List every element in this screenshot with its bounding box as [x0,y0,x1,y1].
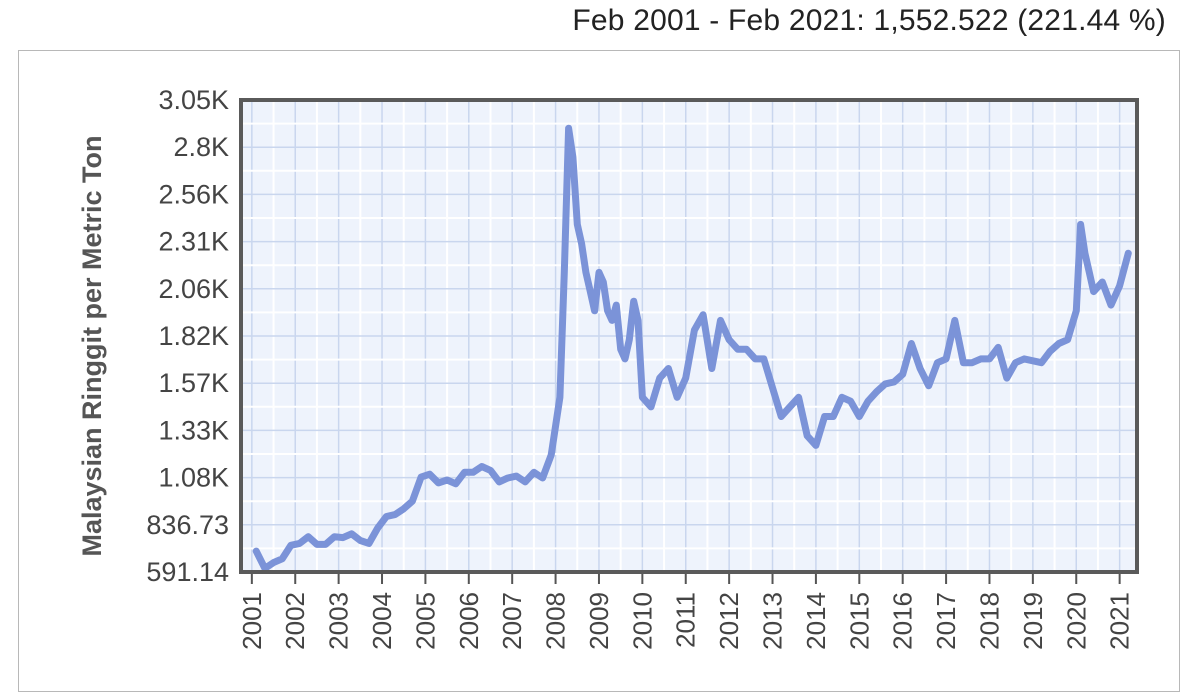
y-tick-label: 1.82K [158,321,229,351]
x-tick-label: 2012 [714,592,744,650]
y-axis-ticks: 591.14 836.73 1.08K 1.33K 1.57K 1.82K 2.06K 2.3… [146,85,229,587]
x-tick-label: 2009 [584,592,614,650]
x-tick-label: 2017 [931,592,961,650]
x-tick-label: 2001 [237,592,267,650]
x-tick-label: 2020 [1061,592,1091,650]
x-tick-label: 2006 [454,592,484,650]
y-tick-label: 1.57K [158,368,229,398]
chart-panel: 591.14 836.73 1.08K 1.33K 1.57K 1.82K 2.06K 2.3… [18,50,1180,692]
x-tick-label: 2019 [1018,592,1048,650]
x-tick-label: 2015 [844,592,874,650]
x-tick-label: 2008 [541,592,571,650]
y-tick-label: 2.8K [173,132,229,162]
x-tick-label: 2021 [1105,592,1135,650]
x-tick-label: 2003 [324,592,354,650]
x-tick-label: 2007 [497,592,527,650]
y-tick-label: 1.33K [158,415,229,445]
line-chart: 591.14 836.73 1.08K 1.33K 1.57K 1.82K 2.06K 2.3… [77,85,1139,650]
y-tick-label: 591.14 [146,557,229,587]
x-tick-label: 2002 [280,592,310,650]
date-range-summary: Feb 2001 - Feb 2021: 1,552.522 (221.44 %… [572,4,1166,37]
x-tick-label: 2004 [367,592,397,650]
y-tick-label: 3.05K [158,85,229,115]
x-tick-label: 2016 [888,592,918,650]
x-tick-label: 2005 [410,592,440,650]
plot-frame [239,98,1139,574]
y-axis-label: Malaysian Ringgit per Metric Ton [77,135,107,556]
y-tick-label: 2.31K [158,227,229,257]
series-line [252,124,1132,572]
y-tick-label: 836.73 [146,510,229,540]
y-tick-label: 2.06K [158,274,229,304]
y-tick-label: 2.56K [158,179,229,209]
y-tick-label: 1.08K [158,463,229,493]
x-axis-ticks: 2001 2002 2003 2004 2005 2006 2007 2008 2009 2010… [237,574,1135,650]
x-tick-label: 2018 [974,592,1004,650]
x-tick-label: 2010 [627,592,657,650]
x-tick-label: 2014 [801,592,831,650]
grid-lines [241,99,1137,573]
x-tick-label: 2011 [671,592,701,648]
x-tick-label: 2013 [758,592,788,650]
